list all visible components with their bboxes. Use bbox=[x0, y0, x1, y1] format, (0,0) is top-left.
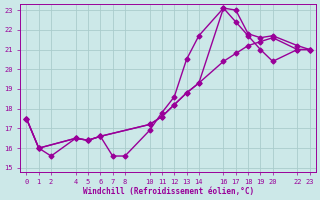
X-axis label: Windchill (Refroidissement éolien,°C): Windchill (Refroidissement éolien,°C) bbox=[83, 187, 254, 196]
